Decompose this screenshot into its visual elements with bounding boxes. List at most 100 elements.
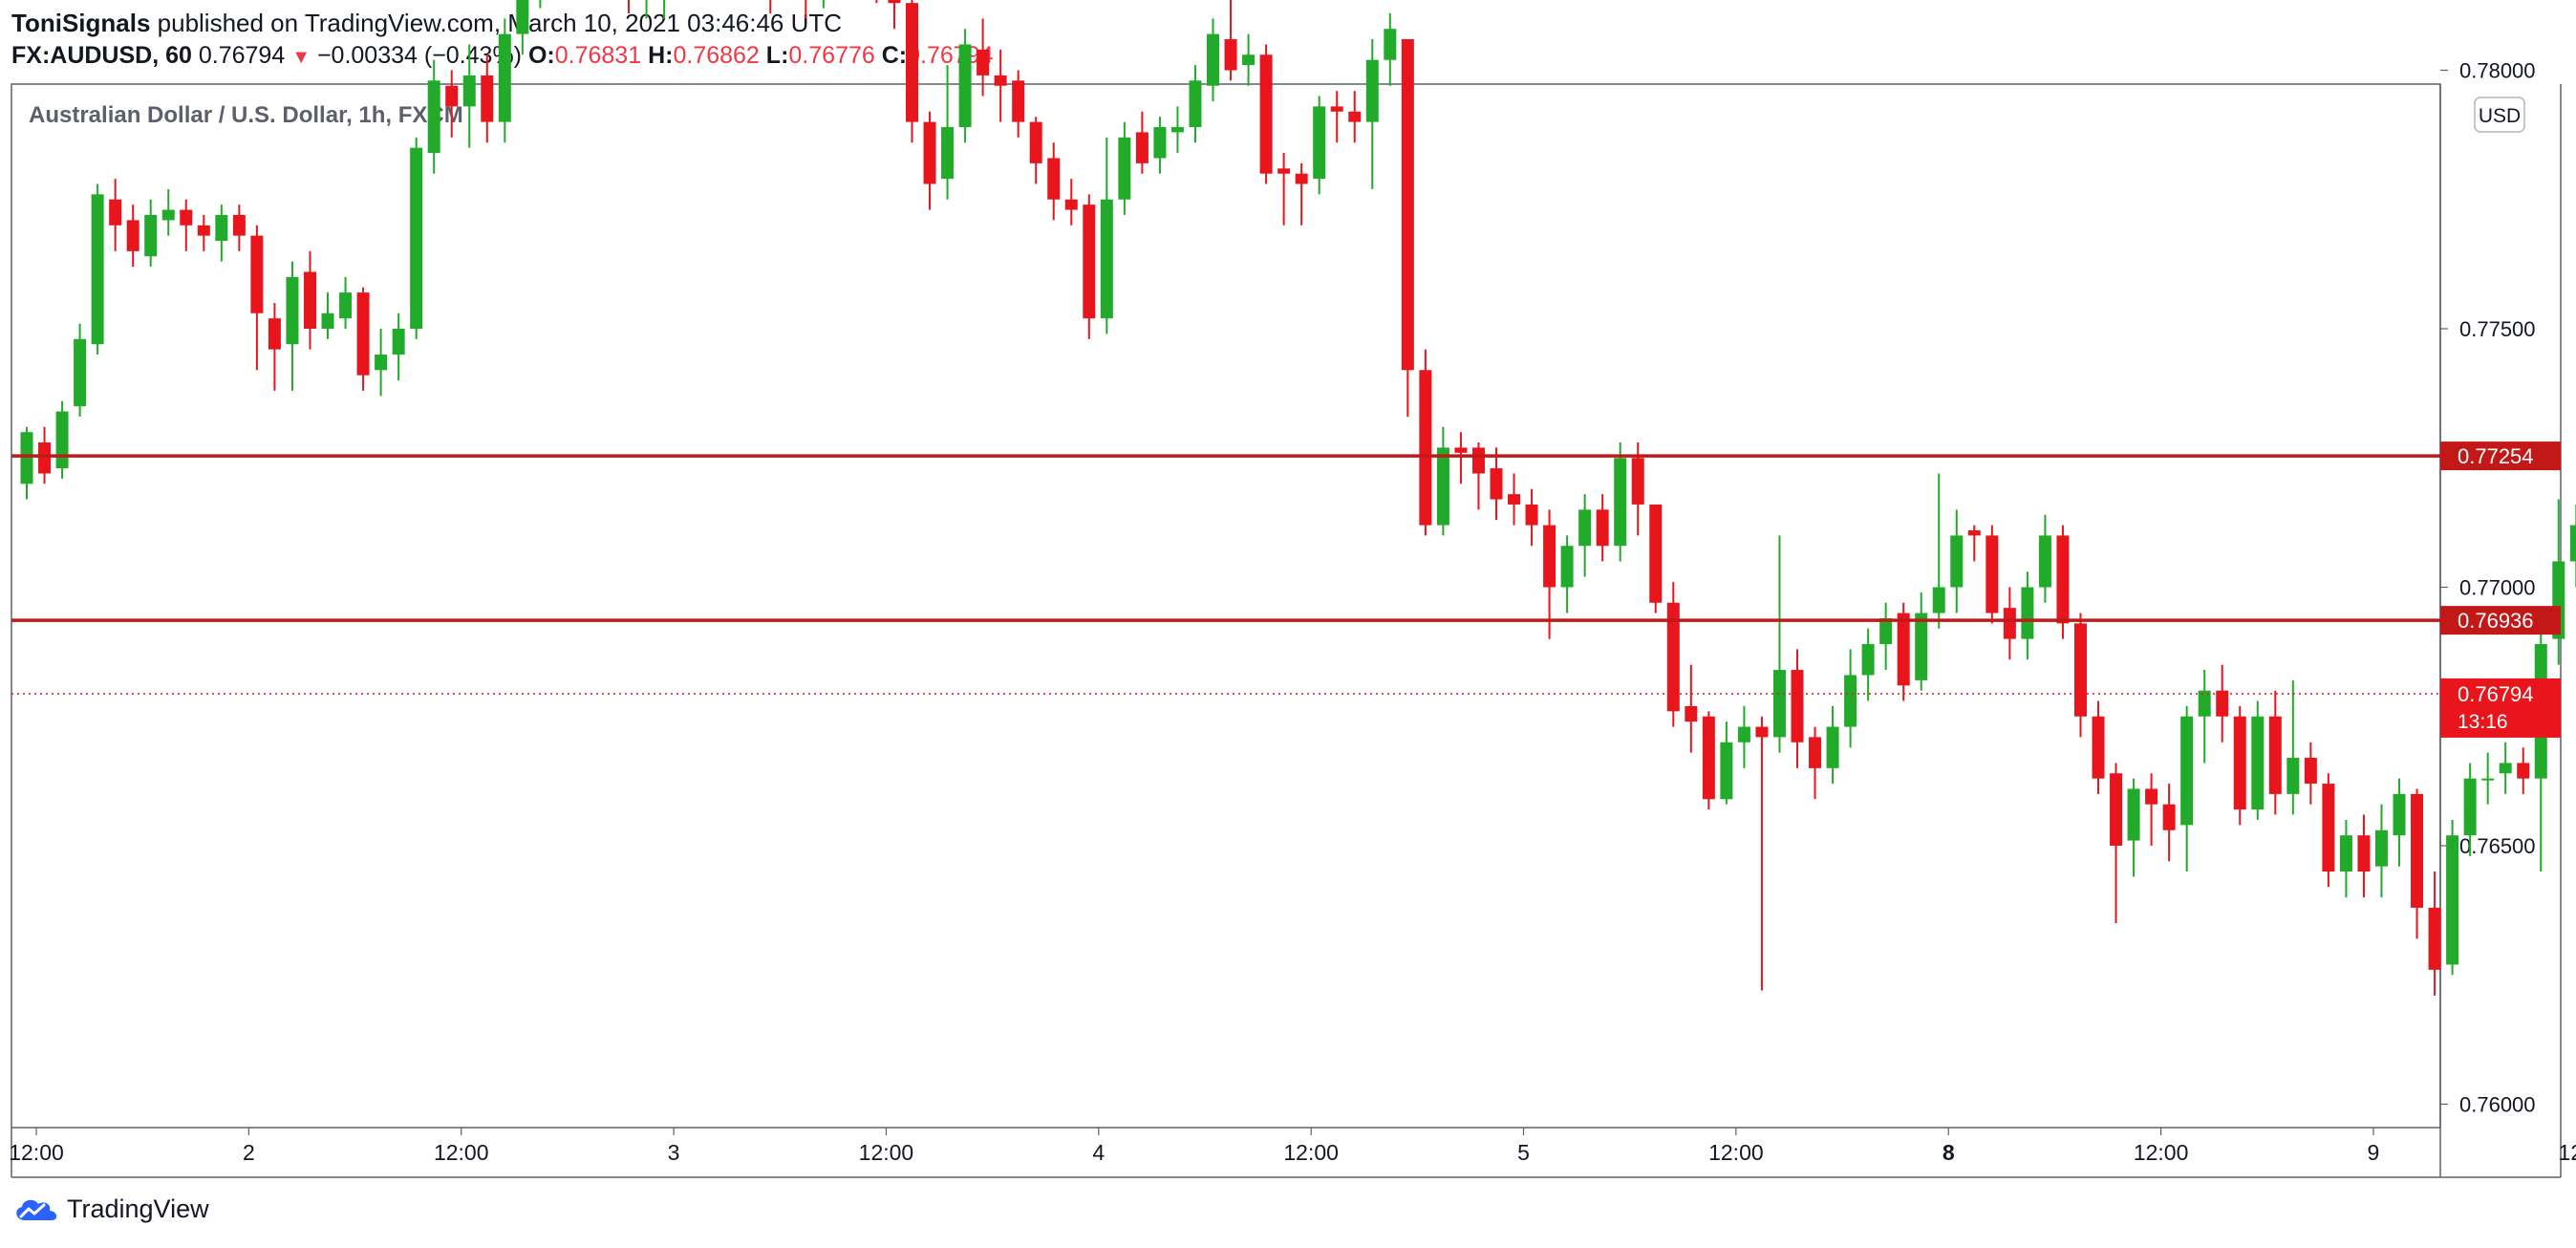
candle-body[interactable]: [197, 225, 210, 236]
candle-body[interactable]: [1897, 613, 1910, 686]
footer-brand[interactable]: TradingView: [11, 1194, 209, 1224]
candle-body[interactable]: [923, 121, 936, 184]
candle-body[interactable]: [55, 411, 69, 469]
candle-body[interactable]: [1242, 54, 1256, 66]
candle-body[interactable]: [1012, 80, 1025, 122]
author-name[interactable]: ToniSignals: [11, 9, 151, 37]
candle-body[interactable]: [1330, 106, 1343, 112]
candle-body[interactable]: [1419, 370, 1432, 526]
candle-body[interactable]: [994, 75, 1007, 86]
candle-body[interactable]: [1915, 613, 1928, 680]
candle-body[interactable]: [1879, 617, 1893, 645]
candle-body[interactable]: [1100, 199, 1113, 319]
candle-body[interactable]: [1277, 168, 1291, 174]
candle-body[interactable]: [1189, 80, 1202, 128]
candle-body[interactable]: [1348, 111, 1362, 122]
candle-body[interactable]: [1436, 447, 1449, 526]
candle-body[interactable]: [2073, 623, 2087, 717]
candle-body[interactable]: [1454, 447, 1468, 453]
candle-body[interactable]: [2268, 716, 2282, 794]
candle-body[interactable]: [2446, 835, 2459, 965]
candle-body[interactable]: [144, 214, 158, 257]
candle-body[interactable]: [250, 235, 264, 313]
candle-body[interactable]: [1772, 670, 1786, 738]
candle-body[interactable]: [2198, 690, 2211, 717]
candle-body[interactable]: [392, 329, 405, 355]
candle-body[interactable]: [2127, 788, 2140, 841]
candle-body[interactable]: [2233, 716, 2246, 810]
candle-body[interactable]: [1029, 121, 1042, 163]
candle-body[interactable]: [321, 312, 334, 329]
candle-body[interactable]: [1118, 137, 1131, 200]
candle-body[interactable]: [1809, 737, 1822, 768]
candle-body[interactable]: [427, 80, 440, 154]
currency-button-label[interactable]: USD: [2479, 105, 2521, 127]
candle-body[interactable]: [1543, 525, 1556, 588]
candle-body[interactable]: [2411, 793, 2424, 908]
candle-body[interactable]: [2216, 690, 2229, 717]
candle-body[interactable]: [1720, 742, 1733, 800]
candle-body[interactable]: [215, 214, 228, 242]
candle-body[interactable]: [2180, 716, 2194, 826]
candle-body[interactable]: [1313, 106, 1326, 180]
candle-body[interactable]: [2393, 793, 2406, 836]
candle-body[interactable]: [1083, 204, 1096, 319]
candle-body[interactable]: [1614, 458, 1627, 547]
candle-body[interactable]: [1170, 127, 1184, 133]
candle-body[interactable]: [20, 432, 33, 484]
candle-body[interactable]: [1384, 29, 1397, 60]
candle-body[interactable]: [1967, 529, 1981, 536]
candle-body[interactable]: [1508, 494, 1521, 505]
candle-body[interactable]: [1950, 535, 1964, 588]
candle-body[interactable]: [1064, 199, 1078, 210]
candle-body[interactable]: [516, 0, 529, 34]
candle-body[interactable]: [1986, 535, 1999, 613]
candle-body[interactable]: [2021, 587, 2034, 639]
candle-body[interactable]: [375, 355, 388, 371]
candle-body[interactable]: [2092, 716, 2105, 779]
candle-body[interactable]: [2038, 535, 2051, 588]
candle-body[interactable]: [339, 292, 353, 319]
candle-body[interactable]: [888, 0, 901, 4]
candle-body[interactable]: [1365, 59, 1379, 122]
candle-body[interactable]: [2003, 608, 2016, 639]
candle-body[interactable]: [2374, 829, 2388, 867]
candle-body[interactable]: [1702, 716, 1715, 800]
candle-body[interactable]: [1578, 509, 1592, 547]
candle-body[interactable]: [1490, 468, 1503, 500]
candle-body[interactable]: [1685, 705, 1698, 722]
candle-body[interactable]: [410, 147, 423, 329]
candle-body[interactable]: [161, 209, 175, 221]
candle-body[interactable]: [1471, 447, 1485, 474]
candle-body[interactable]: [1861, 644, 1875, 676]
candle-body[interactable]: [2428, 907, 2441, 970]
candle-body[interactable]: [2481, 778, 2495, 781]
candle-body[interactable]: [1295, 173, 1308, 184]
candle-body[interactable]: [481, 75, 494, 122]
candle-body[interactable]: [180, 209, 193, 226]
candle-body[interactable]: [2286, 758, 2300, 794]
candle-body[interactable]: [1596, 509, 1609, 547]
candle-body[interactable]: [1791, 670, 1804, 742]
candle-body[interactable]: [1401, 39, 1414, 371]
candle-body[interactable]: [1560, 546, 1574, 588]
candle-body[interactable]: [2463, 778, 2477, 836]
candle-body[interactable]: [1224, 39, 1237, 71]
candle-body[interactable]: [2322, 784, 2335, 872]
candle-body[interactable]: [462, 75, 476, 107]
candle-body[interactable]: [2569, 525, 2576, 562]
currency-button[interactable]: [2474, 97, 2525, 133]
candle-body[interactable]: [2357, 835, 2371, 872]
candle-body[interactable]: [2162, 804, 2176, 830]
candle-body[interactable]: [2499, 763, 2512, 774]
candle-body[interactable]: [1631, 458, 1644, 505]
candle-body[interactable]: [1932, 587, 1945, 613]
candle-body[interactable]: [1207, 33, 1220, 86]
candle-body[interactable]: [1755, 726, 1769, 738]
candle-body[interactable]: [1826, 726, 1839, 768]
candle-body[interactable]: [109, 199, 122, 226]
candle-body[interactable]: [1047, 158, 1061, 200]
candle-body[interactable]: [1649, 504, 1663, 603]
candle-body[interactable]: [498, 33, 511, 122]
